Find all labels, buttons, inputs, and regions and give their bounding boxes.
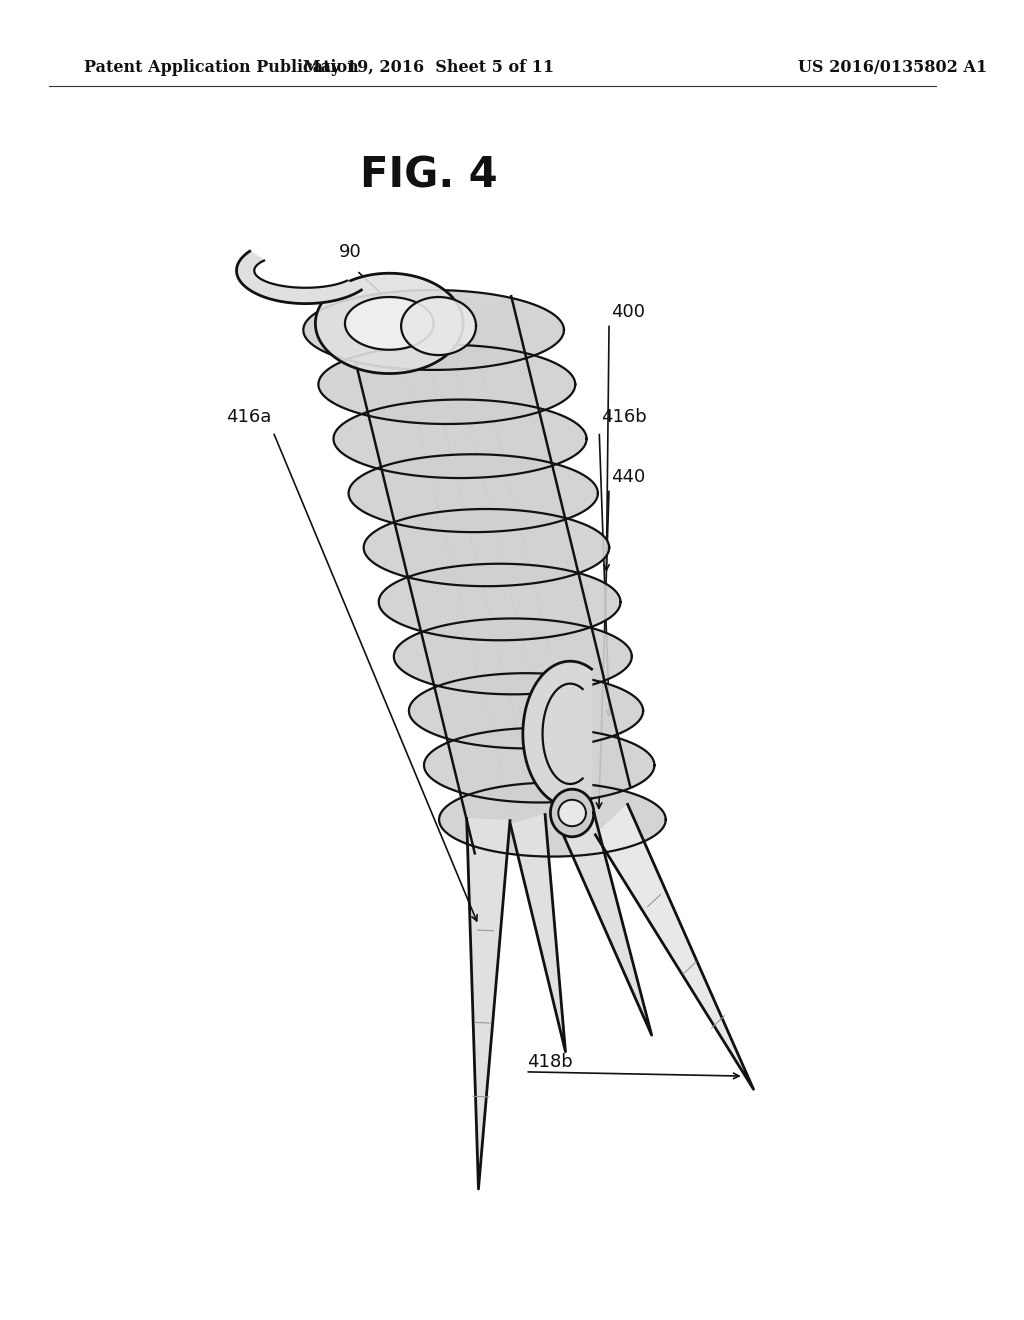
Text: 416a: 416a <box>225 408 271 426</box>
Text: 416b: 416b <box>601 408 647 426</box>
Polygon shape <box>318 345 575 424</box>
Polygon shape <box>394 619 632 694</box>
Polygon shape <box>345 297 433 350</box>
Text: US 2016/0135802 A1: US 2016/0135802 A1 <box>799 59 987 77</box>
Polygon shape <box>356 296 630 853</box>
Polygon shape <box>551 789 594 837</box>
Text: 418b: 418b <box>527 1052 573 1071</box>
Polygon shape <box>561 809 651 1035</box>
Polygon shape <box>379 564 621 640</box>
Polygon shape <box>439 783 666 857</box>
Polygon shape <box>510 814 565 1052</box>
Text: May 19, 2016  Sheet 5 of 11: May 19, 2016 Sheet 5 of 11 <box>303 59 554 77</box>
Polygon shape <box>409 673 643 748</box>
Text: 440: 440 <box>611 467 645 486</box>
Polygon shape <box>558 800 586 826</box>
Polygon shape <box>237 251 361 304</box>
Text: Patent Application Publication: Patent Application Publication <box>84 59 358 77</box>
Text: FIG. 4: FIG. 4 <box>359 154 498 197</box>
Polygon shape <box>348 454 598 532</box>
Polygon shape <box>467 818 510 1189</box>
Polygon shape <box>364 510 609 586</box>
Polygon shape <box>303 290 564 370</box>
Text: 400: 400 <box>611 302 645 321</box>
Polygon shape <box>523 661 592 807</box>
Polygon shape <box>401 297 476 355</box>
Text: 90: 90 <box>339 243 361 261</box>
Polygon shape <box>334 400 587 478</box>
Polygon shape <box>595 804 754 1089</box>
Polygon shape <box>315 273 463 374</box>
Polygon shape <box>424 727 654 803</box>
